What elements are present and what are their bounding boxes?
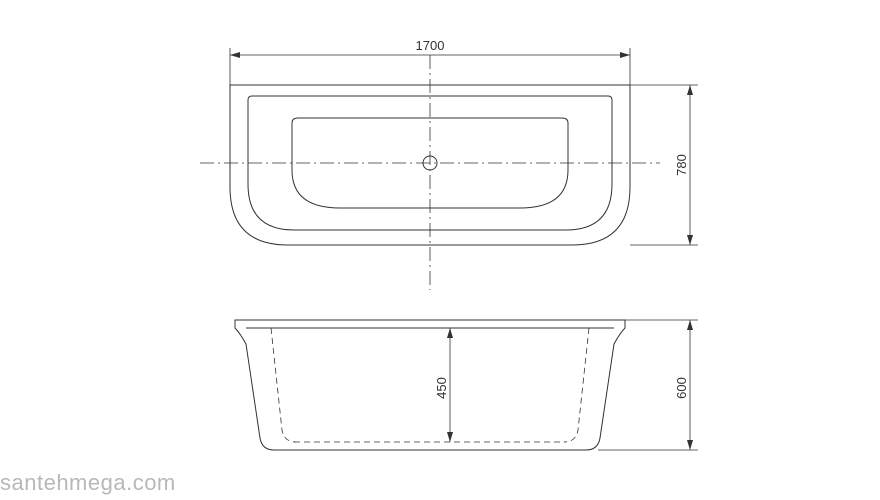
- top-view: [200, 55, 660, 290]
- watermark-text: santehmega.com: [0, 470, 176, 496]
- front-outer-outline: [235, 320, 625, 450]
- dim-inner-depth-label: 450: [434, 377, 449, 399]
- dim-depth: 780: [630, 85, 698, 245]
- front-view: [235, 320, 625, 450]
- dim-inner-depth: 450: [434, 328, 462, 442]
- dim-width-label: 1700: [416, 38, 445, 53]
- front-inner-left: [271, 328, 296, 442]
- dim-height: 600: [598, 320, 698, 450]
- dim-height-label: 600: [674, 377, 689, 399]
- drawing-canvas: 1700 780 450 600: [0, 0, 880, 500]
- dim-depth-label: 780: [674, 154, 689, 176]
- front-inner-right: [564, 328, 589, 442]
